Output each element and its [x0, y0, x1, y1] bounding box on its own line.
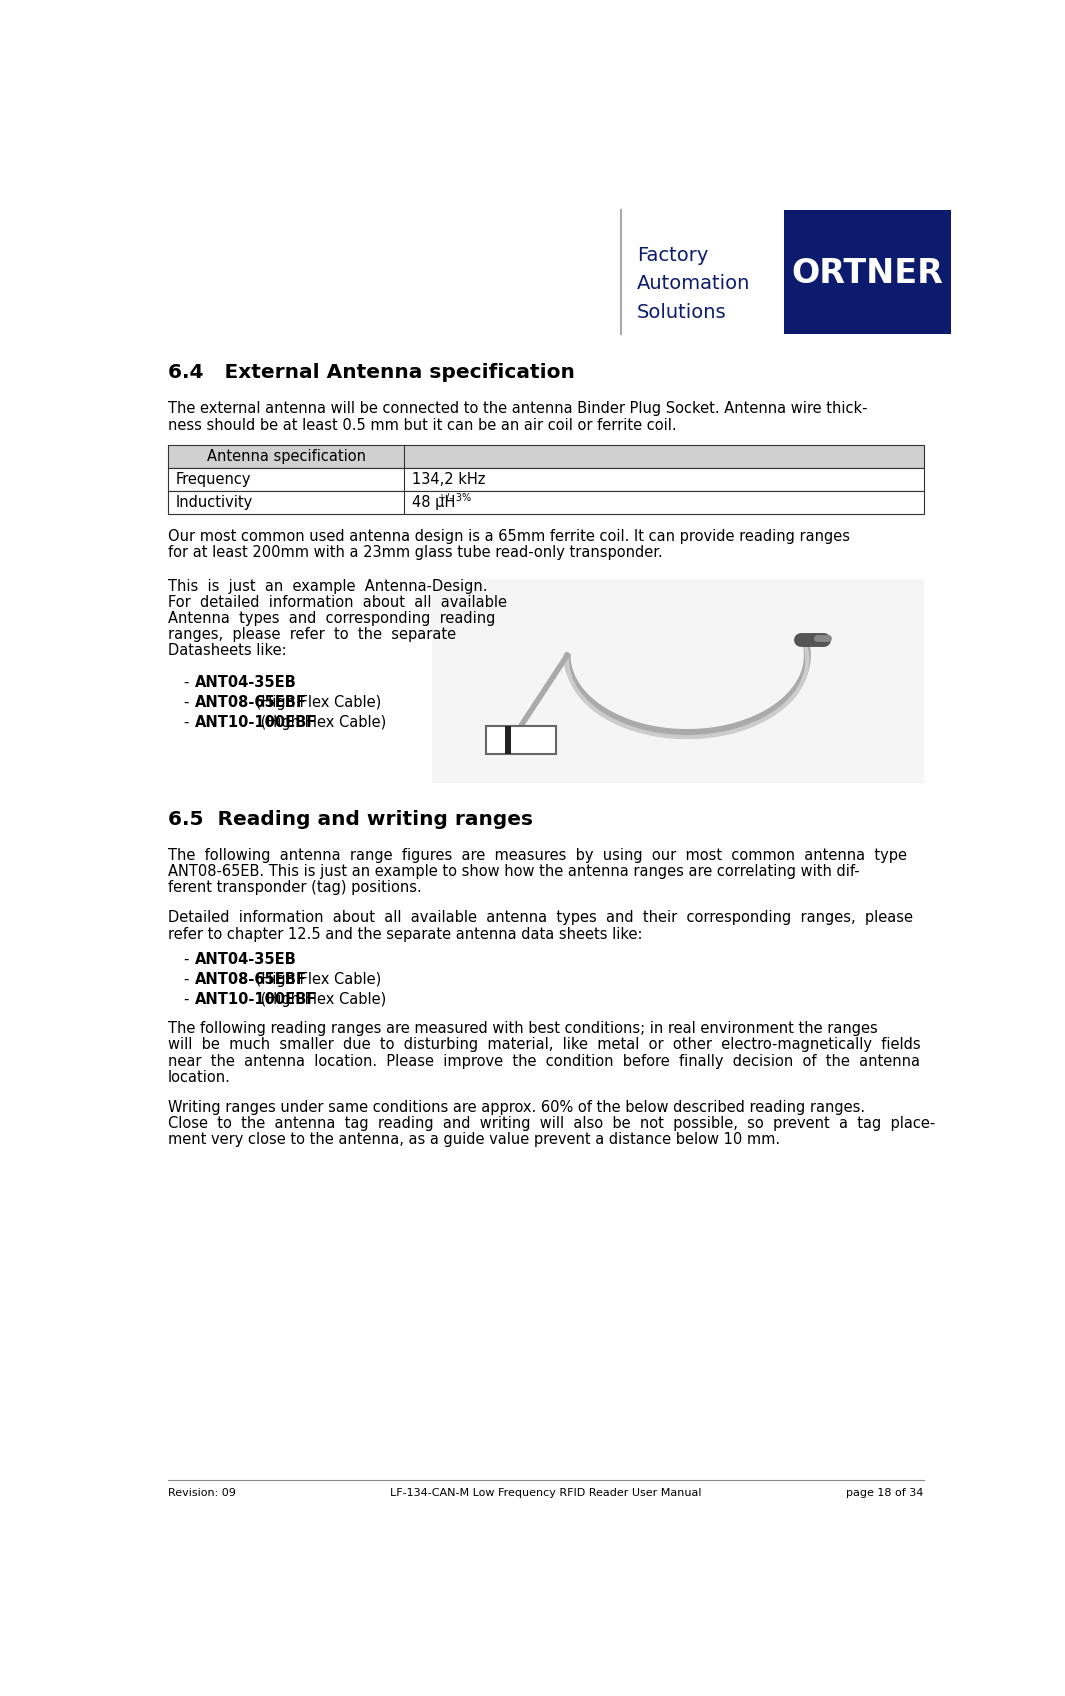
- Text: For  detailed  information  about  all  available: For detailed information about all avail…: [168, 595, 507, 609]
- Text: This  is  just  an  example  Antenna-Design.: This is just an example Antenna-Design.: [168, 578, 488, 594]
- Text: Detailed  information  about  all  available  antenna  types  and  their  corres: Detailed information about all available…: [168, 911, 913, 926]
- Text: ferent transponder (tag) positions.: ferent transponder (tag) positions.: [168, 880, 422, 895]
- Text: ORTNER: ORTNER: [791, 258, 944, 290]
- Text: LF-134-CAN-M Low Frequency RFID Reader User Manual: LF-134-CAN-M Low Frequency RFID Reader U…: [390, 1487, 702, 1498]
- Bar: [168, 444, 923, 468]
- Text: 48 µH: 48 µH: [412, 495, 456, 510]
- Text: ANT10-100EBF: ANT10-100EBF: [195, 714, 317, 729]
- Text: Datasheets like:: Datasheets like:: [168, 643, 286, 658]
- Text: refer to chapter 12.5 and the separate antenna data sheets like:: refer to chapter 12.5 and the separate a…: [168, 926, 642, 941]
- Bar: [431, 578, 923, 782]
- Text: Close  to  the  antenna  tag  reading  and  writing  will  also  be  not  possib: Close to the antenna tag reading and wri…: [168, 1116, 935, 1131]
- Bar: [168, 468, 923, 490]
- Text: Solutions: Solutions: [637, 304, 726, 322]
- Text: Our most common used antenna design is a 65mm ferrite coil. It can provide readi: Our most common used antenna design is a…: [168, 529, 850, 544]
- Text: ANT08-65EB. This is just an example to show how the antenna ranges are correlati: ANT08-65EB. This is just an example to s…: [168, 865, 859, 879]
- Text: 6.5  Reading and writing ranges: 6.5 Reading and writing ranges: [168, 809, 532, 829]
- Text: (High Flex Cable): (High Flex Cable): [256, 992, 386, 1007]
- Text: Frequency: Frequency: [176, 471, 251, 487]
- Text: page 18 of 34: page 18 of 34: [847, 1487, 923, 1498]
- Text: Automation: Automation: [637, 275, 750, 293]
- Text: Factory: Factory: [637, 246, 708, 265]
- Text: -: -: [183, 695, 189, 711]
- Bar: [505, 726, 511, 755]
- Text: (High Flex Cable): (High Flex Cable): [256, 714, 386, 729]
- Text: The following reading ranges are measured with best conditions; in real environm: The following reading ranges are measure…: [168, 1021, 878, 1036]
- Text: ment very close to the antenna, as a guide value prevent a distance below 10 mm.: ment very close to the antenna, as a gui…: [168, 1133, 781, 1146]
- Text: ANT08-65EBF: ANT08-65EBF: [195, 972, 307, 987]
- Text: ANT04-35EB: ANT04-35EB: [195, 675, 297, 690]
- Text: ANT08-65EBF: ANT08-65EBF: [195, 695, 307, 711]
- Text: -: -: [183, 992, 189, 1007]
- Text: ANT04-35EB: ANT04-35EB: [195, 951, 297, 967]
- Text: for at least 200mm with a 23mm glass tube read-only transponder.: for at least 200mm with a 23mm glass tub…: [168, 546, 662, 560]
- Bar: [784, 210, 951, 334]
- Text: (High Flex Cable): (High Flex Cable): [250, 972, 381, 987]
- Text: Antenna specification: Antenna specification: [207, 448, 365, 463]
- Text: -: -: [183, 675, 189, 690]
- Text: ANT10-100EBF: ANT10-100EBF: [195, 992, 317, 1007]
- Bar: [486, 726, 556, 755]
- Text: -: -: [183, 714, 189, 729]
- Bar: [168, 490, 923, 514]
- Text: ranges,  please  refer  to  the  separate: ranges, please refer to the separate: [168, 628, 456, 643]
- Text: ness should be at least 0.5 mm but it can be an air coil or ferrite coil.: ness should be at least 0.5 mm but it ca…: [168, 417, 676, 432]
- Text: The external antenna will be connected to the antenna Binder Plug Socket. Antenn: The external antenna will be connected t…: [168, 402, 868, 417]
- Text: Antenna  types  and  corresponding  reading: Antenna types and corresponding reading: [168, 611, 495, 626]
- Text: location.: location.: [168, 1070, 231, 1085]
- Text: 134,2 kHz: 134,2 kHz: [412, 471, 486, 487]
- Text: -: -: [183, 951, 189, 967]
- Text: -: -: [183, 972, 189, 987]
- Text: The  following  antenna  range  figures  are  measures  by  using  our  most  co: The following antenna range figures are …: [168, 848, 907, 863]
- Text: near  the  antenna  location.  Please  improve  the  condition  before  finally : near the antenna location. Please improv…: [168, 1053, 920, 1068]
- Text: Inductivity: Inductivity: [176, 495, 253, 510]
- Text: will  be  much  smaller  due  to  disturbing  material,  like  metal  or  other : will be much smaller due to disturbing m…: [168, 1038, 920, 1053]
- Text: (High Flex Cable): (High Flex Cable): [250, 695, 381, 711]
- Text: Revision: 09: Revision: 09: [168, 1487, 235, 1498]
- Text: 6.4   External Antenna specification: 6.4 External Antenna specification: [168, 363, 575, 382]
- Text: Writing ranges under same conditions are approx. 60% of the below described read: Writing ranges under same conditions are…: [168, 1099, 865, 1114]
- Text: +/- 3%: +/- 3%: [439, 494, 472, 504]
